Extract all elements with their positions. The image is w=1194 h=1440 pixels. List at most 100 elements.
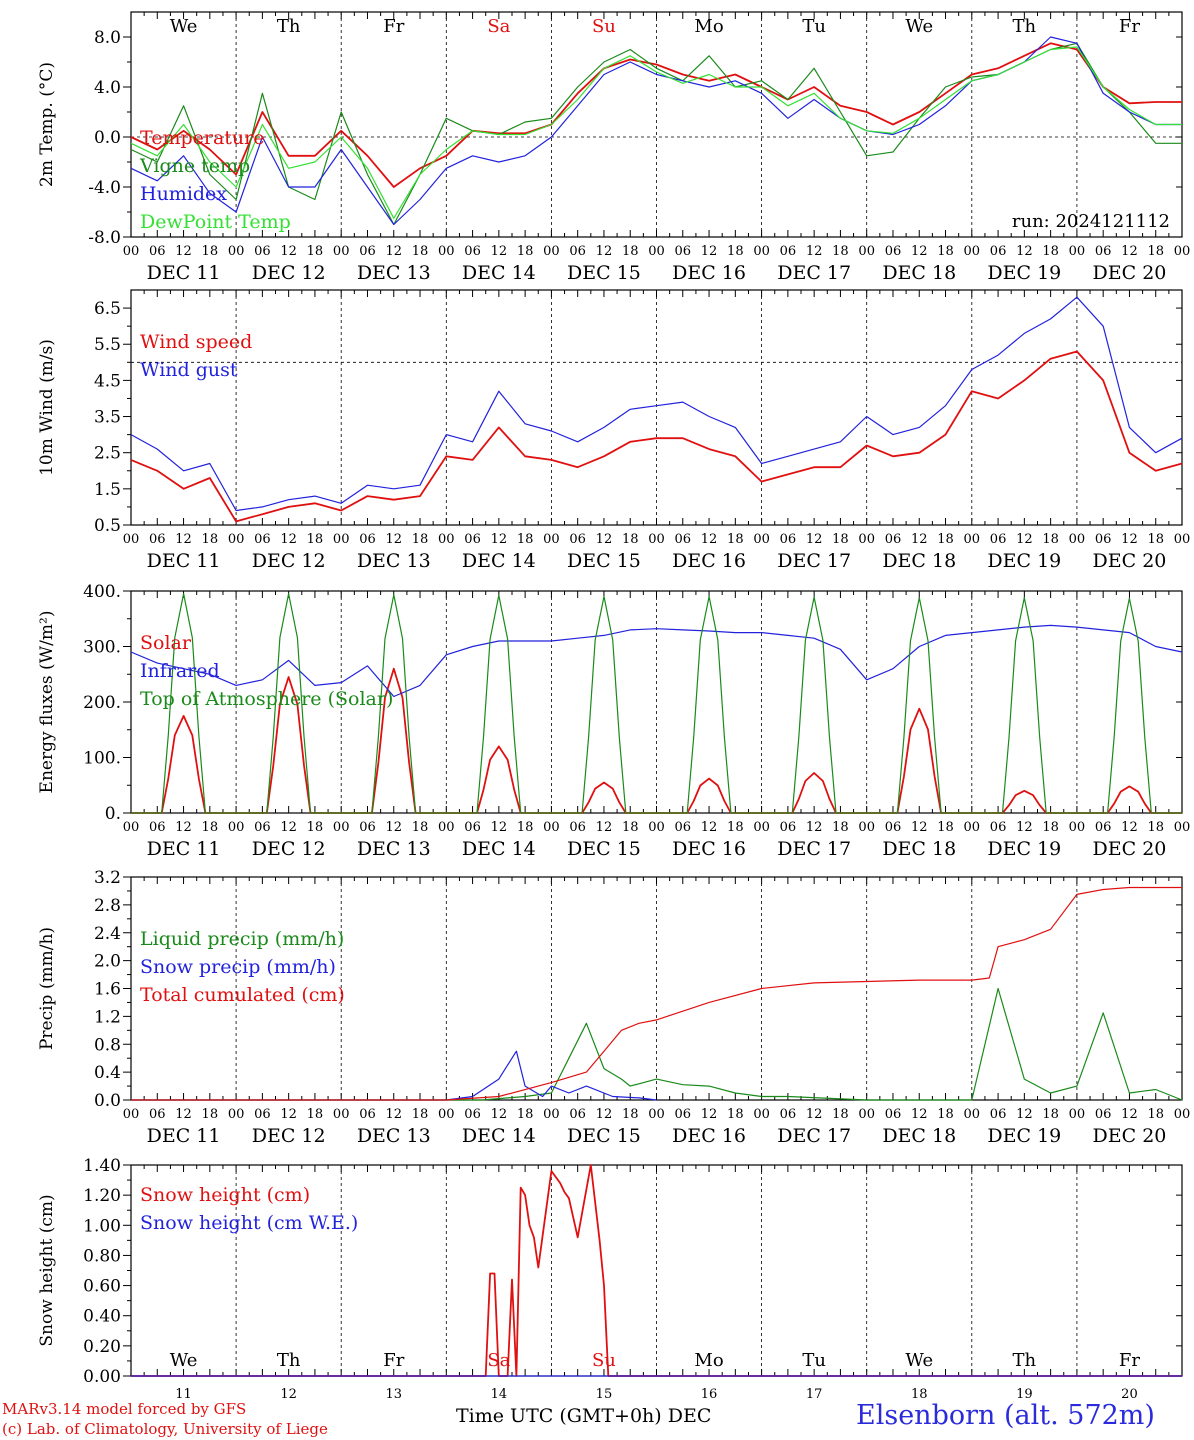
x-hour-label: 18 bbox=[937, 1107, 954, 1122]
weekday-label: Mo bbox=[694, 16, 723, 37]
y-tick-label: 2.4 bbox=[94, 924, 121, 944]
x-hour-label: 00 bbox=[648, 532, 665, 547]
x-hour-label: 12 bbox=[385, 244, 402, 259]
x-date-label: DEC 13 bbox=[357, 550, 431, 572]
x-hour-label: 00 bbox=[438, 532, 455, 547]
x-date-label: DEC 19 bbox=[987, 262, 1061, 284]
y-tick-label: 4.0 bbox=[94, 78, 121, 98]
x-hour-label: 18 bbox=[622, 1107, 639, 1122]
x-hour-label: 06 bbox=[990, 244, 1007, 259]
x-hour-label: 18 bbox=[727, 820, 744, 835]
x-hour-label: 06 bbox=[885, 820, 902, 835]
y-tick-label: 4.5 bbox=[94, 371, 121, 391]
x-hour-label: 00 bbox=[543, 244, 560, 259]
legend-entry: Temperature bbox=[140, 127, 264, 149]
legend-entry: Liquid precip (mm/h) bbox=[140, 928, 344, 950]
x-date-label: DEC 15 bbox=[567, 838, 641, 860]
y-tick-label: 6.5 bbox=[94, 299, 121, 319]
x-hour-label: 18 bbox=[307, 532, 324, 547]
x-hour-label: 18 bbox=[202, 244, 219, 259]
series-line-0 bbox=[130, 42, 1182, 188]
x-hour-label: 00 bbox=[964, 532, 981, 547]
x-hour-label: 06 bbox=[359, 244, 376, 259]
x-hour-label: 00 bbox=[1174, 244, 1191, 259]
x-hour-label: 06 bbox=[675, 244, 692, 259]
model-credit: MARv3.14 model forced by GFS bbox=[2, 1400, 247, 1418]
legend-entry: Solar bbox=[140, 632, 192, 654]
x-hour-label: 00 bbox=[648, 244, 665, 259]
legend-entry: Top of Atmosphere (Solar) bbox=[140, 688, 393, 710]
x-hour-label: 06 bbox=[780, 244, 797, 259]
y-tick-label: 5.5 bbox=[94, 335, 121, 355]
x-hour-label: 06 bbox=[675, 820, 692, 835]
x-date-label: DEC 14 bbox=[462, 550, 536, 572]
x-hour-label: 06 bbox=[675, 532, 692, 547]
x-hour-label: 12 bbox=[911, 1107, 928, 1122]
x-hour-label: 18 bbox=[412, 1107, 429, 1122]
x-date-label: DEC 14 bbox=[462, 262, 536, 284]
x-hour-label: 18 bbox=[517, 1107, 534, 1122]
x-hour-label: 18 bbox=[832, 532, 849, 547]
x-hour-label: 00 bbox=[1069, 820, 1086, 835]
x-hour-label: 18 bbox=[937, 244, 954, 259]
x-hour-label: 12 bbox=[911, 532, 928, 547]
x-date-label: DEC 13 bbox=[357, 838, 431, 860]
weekday-label: We bbox=[170, 16, 198, 37]
x-hour-label: 12 bbox=[491, 244, 508, 259]
x-hour-label: 18 bbox=[202, 1107, 219, 1122]
x-date-label: DEC 17 bbox=[777, 838, 851, 860]
y-tick-label: 1.20 bbox=[83, 1186, 121, 1206]
x-date-label: DEC 11 bbox=[147, 1125, 221, 1147]
weekday-label: We bbox=[170, 1350, 198, 1371]
x-hour-label: 12 bbox=[701, 820, 718, 835]
run-label: run: 2024121112 bbox=[1012, 211, 1170, 232]
x-hour-label: 00 bbox=[964, 244, 981, 259]
x-hour-label: 18 bbox=[1147, 532, 1164, 547]
x-date-label: DEC 13 bbox=[357, 1125, 431, 1147]
x-hour-label: 00 bbox=[123, 532, 140, 547]
x-hour-label: 12 bbox=[1121, 820, 1138, 835]
x-hour-label: 00 bbox=[1069, 532, 1086, 547]
x-hour-label: 12 bbox=[806, 244, 823, 259]
x-hour-label: 12 bbox=[596, 532, 613, 547]
x-hour-label: 00 bbox=[753, 1107, 770, 1122]
series-line-1 bbox=[130, 624, 1183, 698]
y-tick-label: 0.80 bbox=[83, 1246, 121, 1266]
series-line-3 bbox=[130, 46, 1182, 219]
x-hour-label: 12 bbox=[911, 820, 928, 835]
y-tick-label: 8.0 bbox=[94, 28, 121, 48]
day-number-label: 20 bbox=[1121, 1387, 1138, 1402]
weekday-label: We bbox=[905, 1350, 933, 1371]
weekday-label: We bbox=[905, 16, 933, 37]
y-tick-label: 0.0 bbox=[94, 128, 121, 148]
x-date-label: DEC 20 bbox=[1093, 262, 1167, 284]
legend-entry: Snow height (cm W.E.) bbox=[140, 1212, 358, 1234]
x-hour-label: 00 bbox=[543, 532, 560, 547]
x-hour-label: 12 bbox=[1016, 244, 1033, 259]
x-hour-label: 18 bbox=[1042, 1107, 1059, 1122]
y-tick-label: 0.0 bbox=[94, 1091, 121, 1111]
x-hour-label: 18 bbox=[517, 532, 534, 547]
x-hour-label: 06 bbox=[990, 820, 1007, 835]
x-hour-label: 00 bbox=[543, 1107, 560, 1122]
x-hour-label: 12 bbox=[491, 1107, 508, 1122]
y-tick-label: 0.4 bbox=[94, 1063, 121, 1083]
x-hour-label: 06 bbox=[149, 532, 166, 547]
panel-1: 0.5 1.5 2.5 3.5 4.5 5.5 6.5 10m Wind (m/s) 00 06 1… bbox=[37, 289, 1191, 572]
x-hour-label: 00 bbox=[1174, 820, 1191, 835]
y-tick-label: 0.8 bbox=[94, 1035, 121, 1055]
x-hour-label: 12 bbox=[1121, 532, 1138, 547]
x-hour-label: 00 bbox=[1174, 532, 1191, 547]
x-hour-label: 00 bbox=[228, 244, 245, 259]
x-hour-label: 18 bbox=[622, 820, 639, 835]
x-hour-label: 18 bbox=[517, 244, 534, 259]
x-hour-label: 00 bbox=[753, 820, 770, 835]
y-tick-label: 1.5 bbox=[94, 480, 121, 500]
x-hour-label: 06 bbox=[675, 1107, 692, 1122]
x-hour-label: 18 bbox=[832, 1107, 849, 1122]
y-tick-label: -4.0 bbox=[88, 178, 121, 198]
weekday-label: Th bbox=[277, 16, 301, 37]
x-hour-label: 12 bbox=[1016, 532, 1033, 547]
legend-entry: Humidex bbox=[140, 183, 227, 205]
day-number-label: 15 bbox=[596, 1387, 613, 1402]
